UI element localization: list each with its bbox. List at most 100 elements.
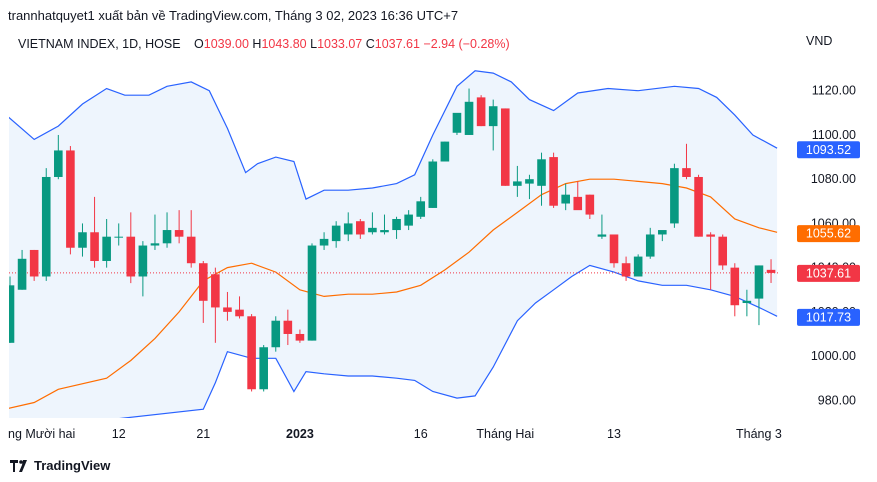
candle xyxy=(585,194,595,219)
candle-body xyxy=(464,101,474,135)
candle-body xyxy=(670,168,679,224)
x-tick-label: 16 xyxy=(414,427,428,441)
candle-body xyxy=(621,263,631,277)
price-label-text: 1093.52 xyxy=(806,143,851,157)
open-label: O xyxy=(194,37,204,51)
candle xyxy=(500,108,510,186)
candle-body xyxy=(307,245,317,341)
candle xyxy=(754,265,764,326)
x-tick-label: Tháng Hai xyxy=(476,427,534,441)
price-label: 1037.61 xyxy=(797,264,860,282)
candle xyxy=(621,256,631,281)
candle xyxy=(259,345,268,392)
candle-body xyxy=(259,347,268,390)
candle-body xyxy=(356,221,365,235)
candle-body xyxy=(440,141,450,162)
candle xyxy=(730,263,740,317)
candle xyxy=(114,223,124,246)
x-tick-label: 13 xyxy=(607,427,621,441)
candle-body xyxy=(271,320,281,348)
candle xyxy=(271,316,281,352)
x-tick-label: 21 xyxy=(196,427,210,441)
candle xyxy=(295,329,305,343)
high-label: H xyxy=(252,37,262,51)
y-tick-label: 1000.00 xyxy=(811,349,856,363)
candle xyxy=(319,232,329,250)
candle-body xyxy=(319,238,329,246)
candle-body xyxy=(513,181,522,186)
candle xyxy=(476,95,486,127)
candle xyxy=(356,218,365,239)
low-label: L xyxy=(310,37,318,51)
low-value: 1033.07 xyxy=(317,37,363,51)
candle-body xyxy=(90,232,99,262)
candle xyxy=(54,134,63,180)
candle xyxy=(211,267,220,343)
bollinger-upper-line xyxy=(9,70,778,200)
price-label-bg xyxy=(797,141,860,159)
candle-body xyxy=(549,157,558,206)
candle-body xyxy=(597,234,607,237)
candle xyxy=(670,163,679,228)
candle xyxy=(537,152,546,206)
open-value: 1039.00 xyxy=(203,37,249,51)
candle xyxy=(766,259,776,283)
candle xyxy=(597,214,607,239)
candle-body xyxy=(102,236,111,262)
y-tick-label: 1100.00 xyxy=(812,128,856,142)
candle xyxy=(464,88,474,135)
candle-body xyxy=(416,201,426,217)
candle xyxy=(283,309,293,346)
candle xyxy=(102,218,111,268)
candle-body xyxy=(174,230,184,237)
candle xyxy=(90,196,99,268)
bollinger-band-fill xyxy=(9,70,778,418)
candle xyxy=(440,141,450,162)
candle xyxy=(706,232,715,290)
candle xyxy=(198,261,208,323)
candle xyxy=(9,276,15,343)
candle xyxy=(561,183,570,211)
candle-body xyxy=(162,230,172,244)
price-label: 1055.62 xyxy=(797,225,860,243)
candle-body xyxy=(428,161,438,208)
y-tick-label: 1080.00 xyxy=(811,172,856,186)
candle xyxy=(138,241,148,297)
candle xyxy=(78,223,87,257)
candle-body xyxy=(150,243,160,246)
price-label-text: 1055.62 xyxy=(806,227,851,241)
candle xyxy=(186,210,196,268)
y-tick-label: 980.00 xyxy=(818,393,856,407)
tradingview-brand[interactable]: TradingView xyxy=(10,458,110,473)
candle-body xyxy=(29,249,39,277)
price-label-text: 1037.61 xyxy=(806,266,851,280)
candle-body xyxy=(343,223,353,235)
candle-body xyxy=(126,236,136,277)
candle-body xyxy=(573,196,583,211)
candle xyxy=(126,212,136,284)
candle-body xyxy=(380,230,389,233)
candle-body xyxy=(682,168,691,177)
candle xyxy=(174,210,184,244)
currency-label: VND xyxy=(806,34,833,48)
brand-name: TradingView xyxy=(34,458,111,473)
y-axis: 980.001000.001020.001040.001060.001080.0… xyxy=(811,84,856,408)
candle-body xyxy=(537,159,546,186)
candle-body xyxy=(561,194,570,204)
candle xyxy=(368,212,377,235)
candle xyxy=(416,196,426,219)
candle xyxy=(573,181,583,211)
candle-body xyxy=(223,307,232,312)
tradingview-logo-icon xyxy=(10,459,27,472)
candle-body xyxy=(694,176,703,237)
price-label: 1017.73 xyxy=(797,308,860,326)
candle-body xyxy=(186,236,196,264)
ohlc-legend: VIETNAM INDEX, 1D, HOSE O1039.00 H1043.8… xyxy=(18,37,510,51)
close-value: 1037.61 xyxy=(374,37,420,51)
candle xyxy=(223,291,232,321)
symbol-title[interactable]: VIETNAM INDEX, 1D, HOSE xyxy=(18,37,181,51)
x-axis: ng Mười hai 12 21 2023 16 Tháng Hai 13 Tháng 3 xyxy=(8,427,782,441)
candle xyxy=(29,249,39,281)
